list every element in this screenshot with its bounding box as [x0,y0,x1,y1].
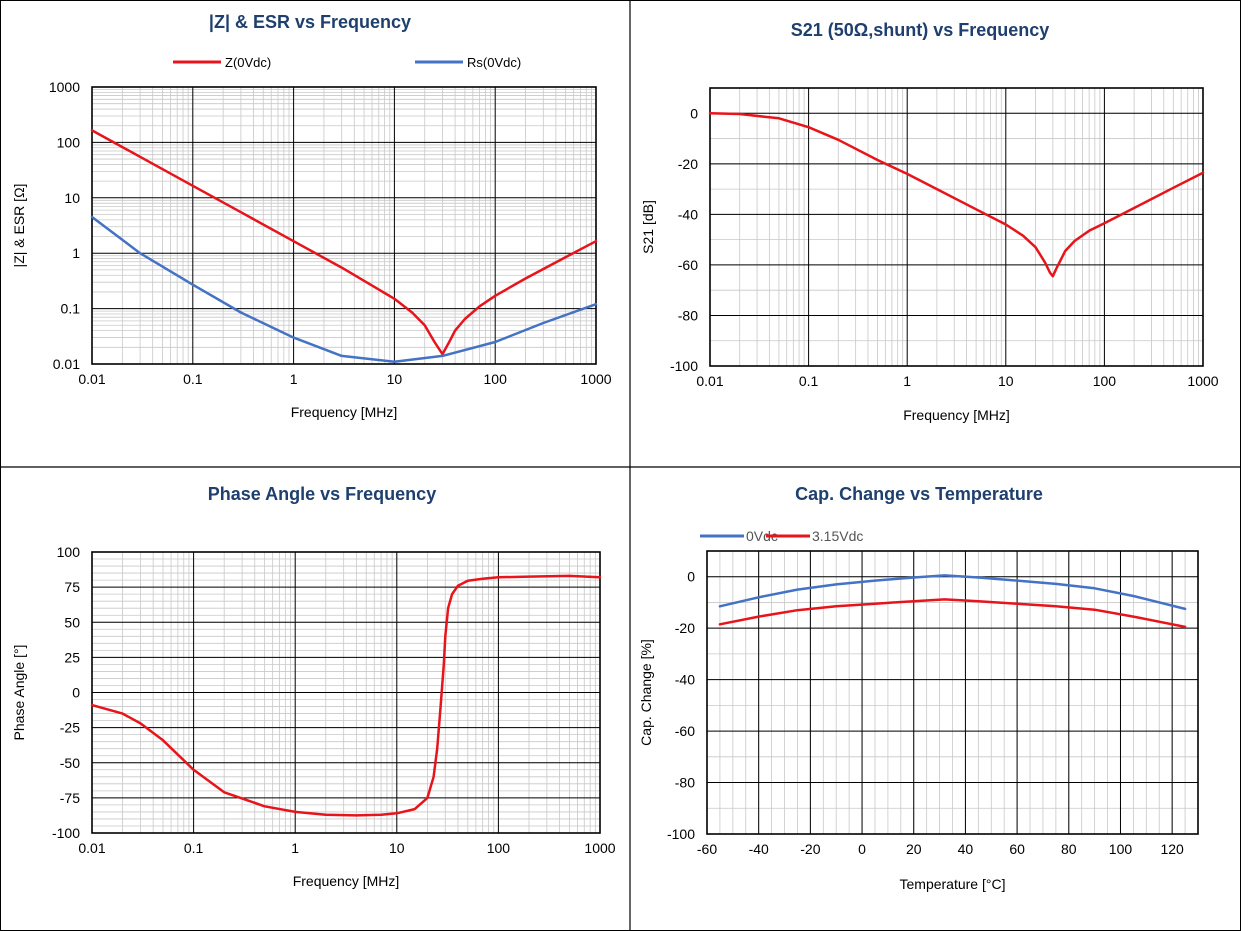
plot-border [706,550,1199,835]
y-tick-label: 10 [64,190,80,206]
legend-label: Rs(0Vdc) [467,55,521,70]
y-tick-label: 0 [690,105,698,121]
major-grid [709,88,1204,367]
chart-title: Phase Angle vs Frequency [208,484,436,504]
y-tick-label: -75 [60,790,80,806]
x-tick-label: 100 [1109,841,1133,857]
plot-border [91,551,601,834]
x-tick-label: 40 [958,841,974,857]
y-tick-label: 1000 [49,79,80,95]
x-tick-label: 1000 [580,371,611,387]
legend-label: Z(0Vdc) [225,55,271,70]
plot-border [91,86,597,365]
chart-3: 0.01 0.1 1 10 100 1000 100 75 50 25 0 -25 -50 -75 -100… [11,484,616,889]
y-tick-label: -80 [678,307,698,323]
y-tick-label: -100 [52,825,80,841]
series-line-0vdc [718,574,1187,611]
y-tick-label: -100 [667,826,695,842]
y-tick-label: -40 [678,206,698,222]
legend-label: 0Vdc [746,528,778,544]
minor-grid [710,87,1203,367]
y-tick-label: 0.1 [61,301,81,317]
y-tick-label: -50 [60,755,80,771]
x-tick-label: -20 [800,841,820,857]
x-tick-label: 10 [387,371,403,387]
y-tick-label: 0.01 [53,356,80,372]
x-tick-label: 0.1 [183,371,203,387]
chart-1: 0.01 0.1 1 10 100 1000 0.01 0.1 1 10 100 1000 |Z| & … [11,12,612,420]
y-axis-label: Phase Angle [°] [11,645,27,741]
y-tick-label: 75 [64,579,80,595]
x-axis-label: Frequency [MHz] [293,873,400,889]
legend-label: 3.15Vdc [812,528,863,544]
x-tick-label: 0.1 [184,840,204,856]
y-tick-label: -60 [678,257,698,273]
x-tick-label: 120 [1160,841,1184,857]
x-tick-label: 100 [487,840,511,856]
x-tick-label: 0.01 [696,373,723,389]
series-line-z-0vdc- [90,129,598,356]
x-tick-label: 60 [1009,841,1025,857]
y-tick-label: 100 [57,134,81,150]
y-axis-label: |Z| & ESR [Ω] [11,184,27,268]
x-tick-label: 80 [1061,841,1077,857]
x-tick-label: 1000 [584,840,615,856]
series-line-rs-0vdc- [90,215,598,363]
y-tick-label: -60 [675,723,695,739]
legend: Z(0Vdc) Rs(0Vdc) [173,55,521,70]
x-tick-label: 1 [291,840,299,856]
x-tick-label: 1 [290,371,298,387]
y-tick-label: 50 [64,614,80,630]
x-tick-label: 0 [858,841,866,857]
x-tick-label: 10 [389,840,405,856]
chart-title: Cap. Change vs Temperature [795,484,1043,504]
x-tick-label: 20 [906,841,922,857]
x-tick-label: 10 [998,373,1014,389]
series-line-1 [90,574,602,817]
y-axis-label: Cap. Change [%] [638,639,654,746]
x-tick-label: 100 [484,371,508,387]
plot-border [709,87,1204,367]
chart-4: -60 -40 -20 0 20 40 60 80 100 120 0 -20 -40 -60 -80 -10… [638,484,1199,892]
chart-title: |Z| & ESR vs Frequency [209,12,411,32]
series-line-3-15vdc [718,598,1187,629]
x-tick-label: 100 [1093,373,1117,389]
minor-grid [92,87,596,364]
x-axis-label: Frequency [MHz] [903,407,1010,423]
x-tick-label: 0.1 [799,373,819,389]
x-tick-label: 1000 [1187,373,1218,389]
major-grid [91,86,597,365]
y-axis-label: S21 [dB] [640,200,656,254]
y-tick-label: 0 [72,685,80,701]
y-tick-label: 0 [687,569,695,585]
y-tick-label: 25 [64,649,80,665]
y-tick-label: 100 [57,544,81,560]
y-tick-label: 1 [72,245,80,261]
legend: 0Vdc 3.15Vdc [700,528,863,544]
x-tick-label: 0.01 [78,840,105,856]
y-tick-label: -40 [675,672,695,688]
y-tick-label: -20 [675,620,695,636]
chart-2: 0.01 0.1 1 10 100 1000 0 -20 -40 -60 -80 -100 S21 (5… [640,20,1219,423]
y-tick-label: -25 [60,720,80,736]
x-tick-label: -60 [697,841,717,857]
x-tick-label: 1 [903,373,911,389]
x-tick-label: 0.01 [78,371,105,387]
x-tick-label: -40 [749,841,769,857]
y-tick-label: -20 [678,156,698,172]
series-line-1 [708,112,1205,278]
x-axis-label: Temperature [°C] [900,876,1006,892]
y-tick-label: -80 [675,775,695,791]
chart-title: S21 (50Ω,shunt) vs Frequency [791,20,1050,40]
y-tick-label: -100 [670,358,698,374]
x-axis-label: Frequency [MHz] [291,404,398,420]
